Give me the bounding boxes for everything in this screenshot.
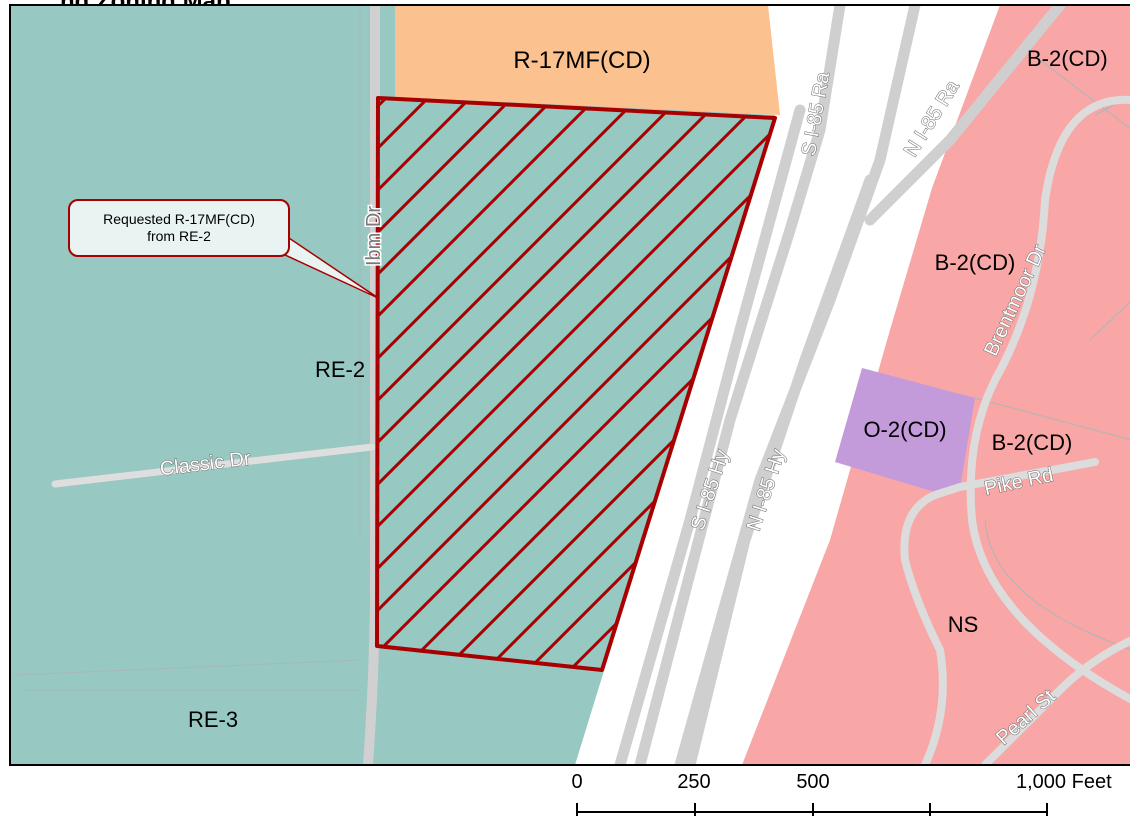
scale-label-1000: 1,000 Feet (1016, 771, 1112, 793)
zone-o2-area (835, 368, 975, 492)
road-n-i85-hy (684, 174, 876, 765)
subject-parcel-outline[interactable] (375, 96, 777, 672)
hatch-line (377, 98, 654, 670)
hatch-line (377, 98, 775, 670)
zone-label-b2-low: B-2(CD) (992, 430, 1073, 455)
zone-business-area (742, 5, 1130, 765)
scale-bar: 0 250 500 1,000 Feet (571, 771, 1112, 816)
zone-label-b2-top: B-2(CD) (1027, 46, 1108, 71)
hatch-line (377, 98, 775, 670)
scale-label-500: 500 (796, 771, 829, 793)
hatch-line (377, 98, 570, 670)
road-pearl-st (981, 636, 1130, 765)
hatch-line (377, 98, 738, 670)
road-label-ibm-dr: Ibm Dr (363, 206, 385, 266)
hatch-line (377, 98, 612, 670)
hatch-line (377, 98, 775, 670)
scale-label-0: 0 (571, 771, 582, 793)
hatch-line (377, 98, 528, 670)
road-network (51, 5, 1130, 765)
rezoning-callout: Requested R-17MF(CD) from RE-2 (68, 199, 290, 257)
zone-label-r17mf: R-17MF(CD) (513, 47, 650, 74)
map-frame (9, 4, 1130, 766)
zone-label-re2: RE-2 (315, 357, 365, 382)
zone-label-ns: NS (948, 612, 979, 637)
hatch-line (454, 98, 775, 670)
zone-label-re3: RE-3 (188, 707, 238, 732)
callout-line-2: from RE-2 (147, 228, 211, 244)
road-brentmoor-dr (966, 95, 1130, 704)
zone-label-o2: O-2(CD) (863, 417, 946, 442)
zone-label-b2-mid: B-2(CD) (935, 250, 1016, 275)
hatch-line (377, 98, 696, 670)
zone-r17mf-area (395, 5, 780, 115)
hatch-line (496, 98, 775, 670)
hatch-line (377, 98, 775, 670)
road-pike-rd (900, 458, 1099, 765)
road-s-i85-ramp (634, 5, 846, 765)
scale-label-250: 250 (677, 771, 710, 793)
hatch-line (377, 98, 775, 670)
road-ibm-dr (363, 5, 380, 765)
callout-line-1: Requested R-17MF(CD) (103, 211, 255, 227)
road-s-i85-hy (614, 104, 806, 765)
road-classic-dr (51, 443, 376, 488)
hatch-line (377, 98, 775, 670)
